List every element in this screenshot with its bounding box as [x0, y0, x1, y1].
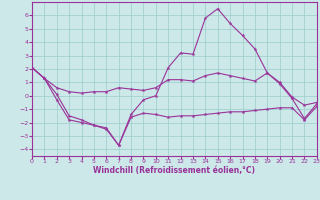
- X-axis label: Windchill (Refroidissement éolien,°C): Windchill (Refroidissement éolien,°C): [93, 166, 255, 175]
